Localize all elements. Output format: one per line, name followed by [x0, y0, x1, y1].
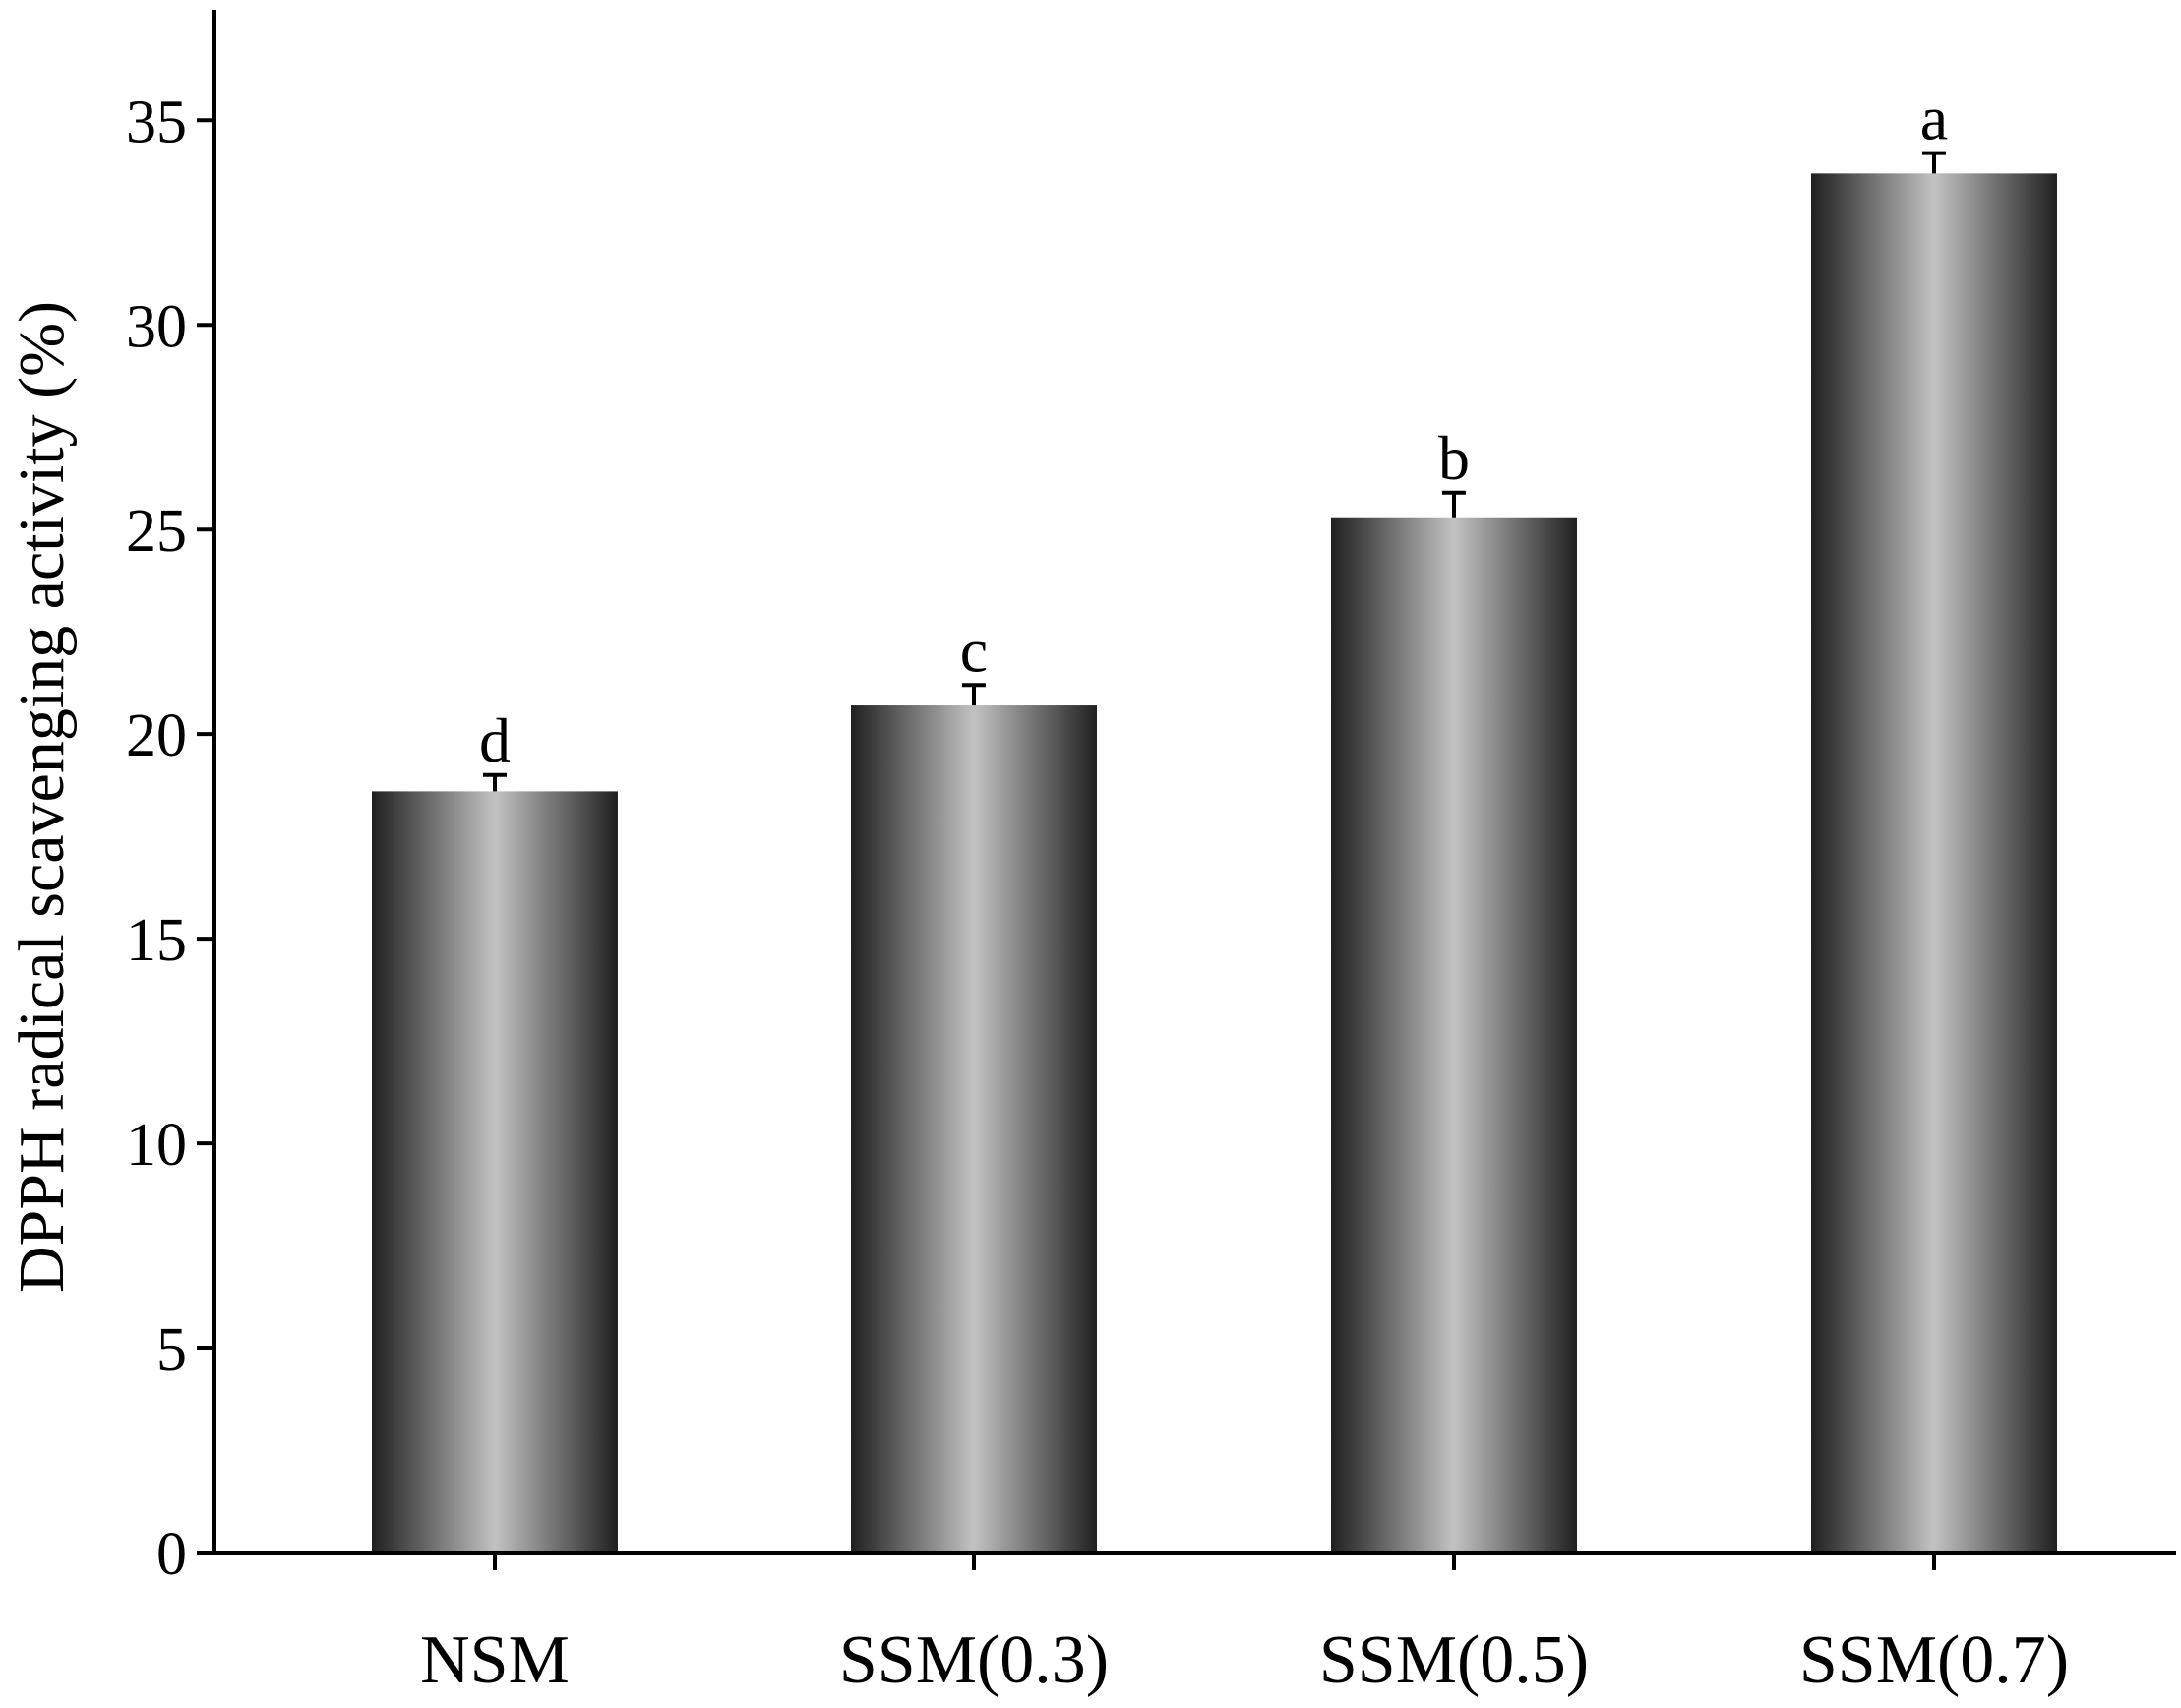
x-tick-label: NSM — [420, 1622, 570, 1698]
x-tick-label: SSM(0.7) — [1799, 1622, 2069, 1698]
bar — [1811, 173, 2057, 1553]
bars-layer — [372, 173, 2057, 1553]
y-tick-label: 35 — [126, 89, 187, 155]
y-tick-label: 15 — [126, 907, 187, 974]
y-tick-label: 0 — [156, 1521, 187, 1588]
y-ticks-layer: 0 5 10 15 20 25 30 35 — [126, 89, 214, 1588]
significance-letter: d — [479, 705, 511, 775]
y-tick-label: 5 — [156, 1316, 187, 1383]
y-tick-label: 30 — [126, 293, 187, 360]
bar — [372, 791, 618, 1553]
y-tick-label: 20 — [126, 702, 187, 769]
x-ticks-layer: NSM SSM(0.3) SSM(0.5) SSM(0.7) — [420, 1553, 2069, 1698]
error-bars-layer — [483, 151, 1946, 792]
bar — [1331, 517, 1577, 1553]
significance-letters-layer: d c b a — [479, 84, 1948, 775]
y-axis-label: DPPH radical scavenging activity (%) — [6, 301, 78, 1293]
y-tick-label: 25 — [126, 498, 187, 565]
significance-letter: c — [960, 615, 988, 685]
x-tick-label: SSM(0.5) — [1319, 1622, 1589, 1698]
y-tick-label: 10 — [126, 1112, 187, 1179]
significance-letter: b — [1438, 423, 1470, 493]
significance-letter: a — [1920, 84, 1948, 153]
bar — [851, 705, 1097, 1553]
x-tick-label: SSM(0.3) — [839, 1622, 1109, 1698]
